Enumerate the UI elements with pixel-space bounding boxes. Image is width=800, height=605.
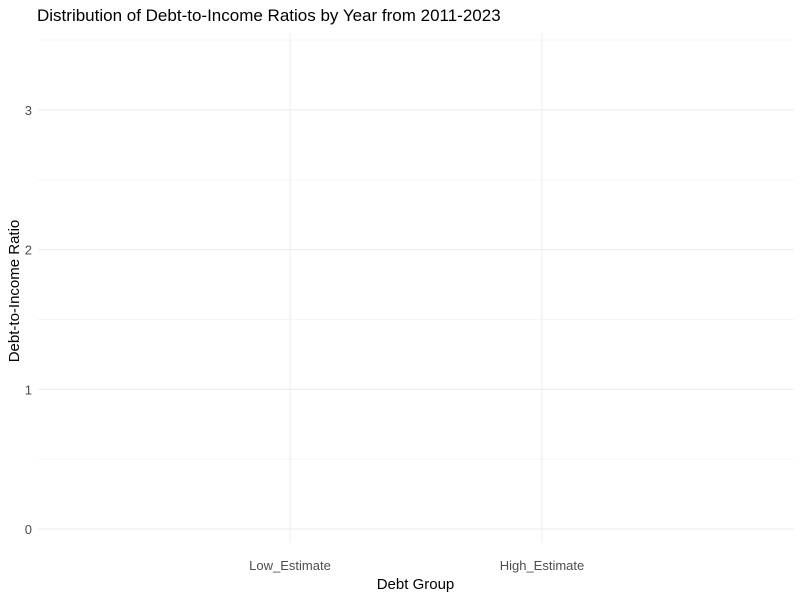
x-tick-label: Low_Estimate <box>249 558 331 573</box>
chart-title: Distribution of Debt-to-Income Ratios by… <box>37 6 501 25</box>
grid <box>38 33 794 543</box>
x-axis-title: Debt Group <box>377 576 455 593</box>
x-axis-ticks: Low_Estimate High_Estimate <box>249 558 584 573</box>
y-tick-label: 1 <box>25 382 32 397</box>
y-tick-label: 0 <box>25 522 32 537</box>
x-tick-label: High_Estimate <box>500 558 585 573</box>
y-tick-label: 2 <box>25 243 32 258</box>
y-axis-ticks: 0 1 2 3 <box>25 103 32 537</box>
y-axis-title: Debt-to-Income Ratio <box>6 220 23 363</box>
y-tick-label: 3 <box>25 103 32 118</box>
